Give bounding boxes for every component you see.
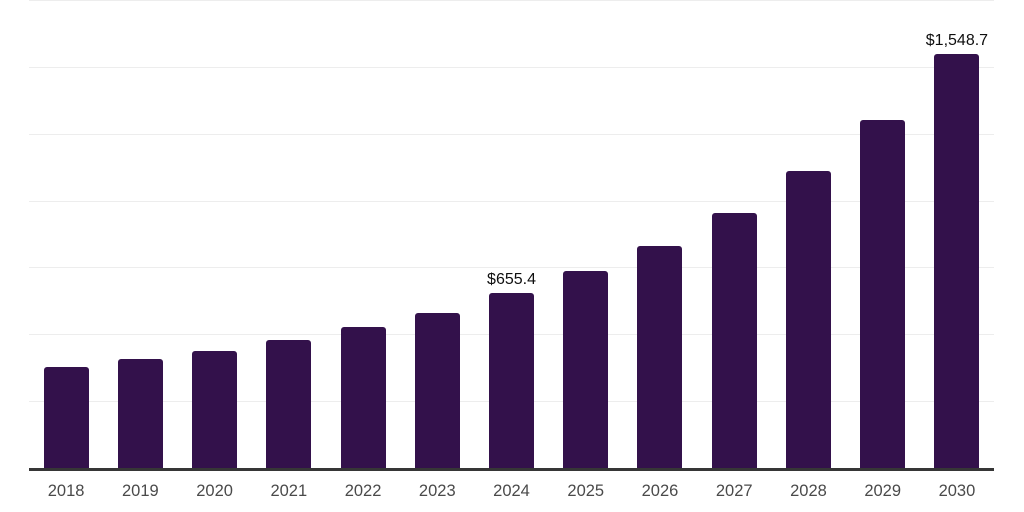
x-axis-labels: 2018 2019 2020 2021 2022 2023 2024 2025 2026 2027… bbox=[29, 483, 994, 500]
x-tick-label-2030: 2030 bbox=[938, 482, 976, 500]
x-tick-label-2025: 2025 bbox=[567, 482, 605, 500]
bar-band-2020 bbox=[177, 0, 251, 468]
bar-band-2030: $1,548.7 bbox=[920, 0, 994, 468]
bar-2020 bbox=[192, 350, 238, 468]
x-axis-line bbox=[29, 468, 994, 471]
bar-band-2021 bbox=[252, 0, 326, 468]
bar-2021 bbox=[266, 339, 312, 468]
data-label-2024: $655.4 bbox=[487, 270, 536, 288]
bar-band-2019 bbox=[103, 0, 177, 468]
bar-2028 bbox=[785, 170, 831, 468]
bars-container: $655.4 $1,548.7 bbox=[29, 0, 994, 468]
bar-2018 bbox=[43, 367, 89, 468]
bar-2024 bbox=[489, 292, 535, 468]
x-tick-label-2027: 2027 bbox=[715, 482, 753, 500]
gridline-750 bbox=[29, 267, 994, 269]
gridline-1500 bbox=[29, 66, 994, 68]
bar-2027 bbox=[711, 213, 757, 468]
bar-band-2028 bbox=[771, 0, 845, 468]
x-tick-label-2026: 2026 bbox=[641, 482, 679, 500]
x-tick-label-2022: 2022 bbox=[344, 482, 382, 500]
x-tick-label-2019: 2019 bbox=[121, 482, 159, 500]
bar-band-2027 bbox=[697, 0, 771, 468]
bar-band-2024: $655.4 bbox=[474, 0, 548, 468]
bar-2019 bbox=[117, 359, 163, 468]
bar-band-2029 bbox=[846, 0, 920, 468]
bar-band-2026 bbox=[623, 0, 697, 468]
bar-band-2018 bbox=[29, 0, 103, 468]
bar-2023 bbox=[414, 313, 460, 468]
x-tick-label-2024: 2024 bbox=[493, 482, 530, 500]
x-tick-label-2029: 2029 bbox=[864, 482, 902, 500]
x-tick-label-2020: 2020 bbox=[196, 482, 233, 500]
data-label-2030: $1,548.7 bbox=[925, 31, 989, 49]
bar-band-2025 bbox=[549, 0, 623, 468]
bar-2030 bbox=[934, 53, 980, 468]
bar-2026 bbox=[637, 245, 683, 468]
gridline-1000 bbox=[29, 200, 994, 202]
x-tick-label-2021: 2021 bbox=[270, 482, 308, 500]
bar-2029 bbox=[860, 120, 906, 468]
bar-2022 bbox=[340, 327, 386, 468]
gridline-1750 bbox=[29, 0, 994, 1]
bar-band-2022 bbox=[326, 0, 400, 468]
gridline-1250 bbox=[29, 133, 994, 135]
x-tick-label-2023: 2023 bbox=[418, 482, 456, 500]
bar-2025 bbox=[563, 270, 609, 468]
x-tick-label-2018: 2018 bbox=[47, 482, 85, 500]
x-tick-label-2028: 2028 bbox=[790, 482, 827, 500]
bar-band-2023 bbox=[400, 0, 474, 468]
